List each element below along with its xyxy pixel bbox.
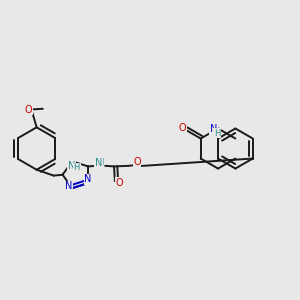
Text: O: O [116, 178, 123, 188]
Text: N: N [95, 158, 102, 168]
Text: N: N [68, 161, 75, 171]
Text: H: H [74, 163, 80, 172]
Text: H: H [97, 158, 104, 166]
Text: H: H [214, 129, 220, 138]
Text: N: N [84, 174, 92, 184]
Text: N: N [210, 124, 217, 134]
Text: O: O [179, 123, 186, 133]
Text: N: N [64, 182, 72, 191]
Text: O: O [25, 105, 32, 115]
Text: O: O [133, 157, 141, 167]
